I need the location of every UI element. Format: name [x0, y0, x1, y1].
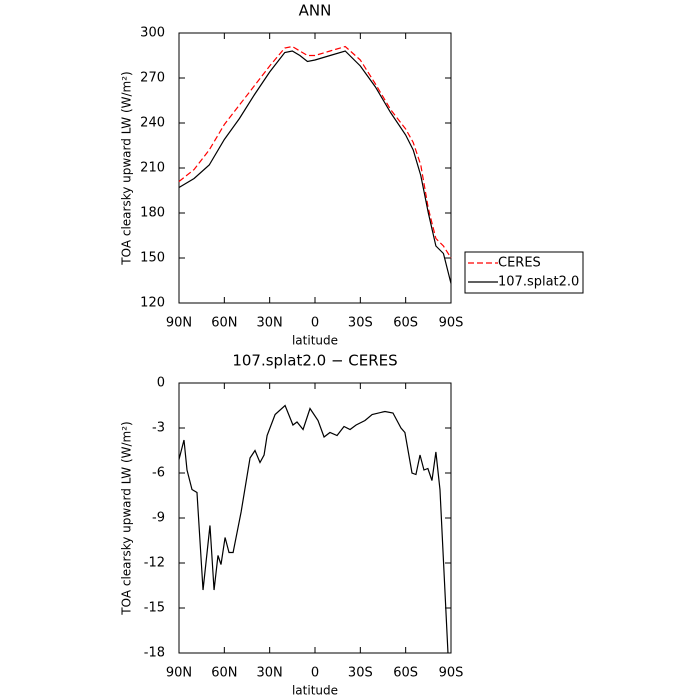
y-tick-label: 180 [140, 206, 165, 221]
y-tick-label: -12 [144, 556, 165, 571]
x-axis-label: latitude [292, 334, 338, 348]
legend-label: 107.splat2.0 [498, 275, 579, 290]
x-axis-label: latitude [292, 684, 338, 698]
x-tick-label: 90S [439, 316, 464, 331]
y-tick-label: 210 [140, 161, 165, 176]
legend-label: CERES [498, 256, 541, 271]
x-tick-label: 60S [393, 666, 418, 681]
y-tick-label: 120 [140, 296, 165, 311]
x-tick-label: 60N [211, 666, 237, 681]
y-tick-label: 150 [140, 251, 165, 266]
x-tick-label: 30N [257, 316, 283, 331]
y-tick-label: -3 [152, 421, 165, 436]
x-tick-label: 30N [257, 666, 283, 681]
x-tick-label: 90N [166, 666, 192, 681]
x-tick-label: 90N [166, 316, 192, 331]
data-line [178, 45, 452, 259]
y-tick-label: 0 [157, 376, 165, 391]
x-tick-label: 30S [348, 316, 373, 331]
plot-frame [178, 382, 452, 654]
y-tick-label: 270 [140, 71, 165, 86]
x-tick-label: 0 [311, 666, 319, 681]
y-axis-label: TOA clearsky upward LW (W/m²) [120, 421, 134, 615]
plot-frame [178, 32, 452, 304]
chart-title: 107.splat2.0 − CERES [232, 352, 397, 370]
x-tick-label: 60N [211, 316, 237, 331]
y-tick-label: -6 [152, 466, 165, 481]
y-tick-label: -18 [144, 646, 165, 661]
data-line [178, 404, 449, 654]
x-tick-label: 30S [348, 666, 373, 681]
x-tick-label: 60S [393, 316, 418, 331]
x-tick-label: 90S [439, 666, 464, 681]
legend-box [464, 251, 584, 294]
y-axis-label: TOA clearsky upward LW (W/m²) [120, 71, 134, 265]
y-tick-label: -15 [144, 601, 165, 616]
y-tick-label: 240 [140, 116, 165, 131]
x-tick-label: 0 [311, 316, 319, 331]
y-tick-label: -9 [152, 511, 165, 526]
chart-title: ANN [299, 2, 332, 20]
y-tick-label: 300 [140, 26, 165, 41]
data-line [178, 50, 452, 284]
